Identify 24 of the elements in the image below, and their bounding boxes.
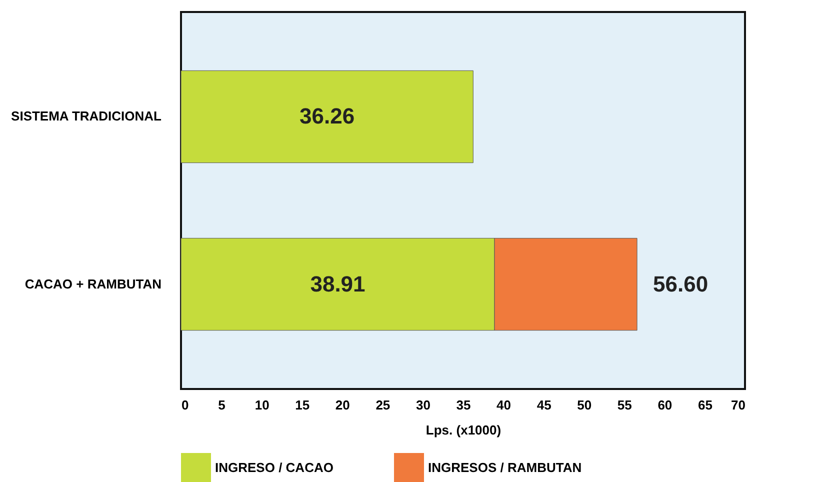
x-tick-label: 5 bbox=[218, 398, 226, 412]
x-tick-label: 55 bbox=[617, 398, 632, 412]
x-tick-label: 15 bbox=[295, 398, 310, 412]
x-tick-label: 40 bbox=[496, 398, 512, 412]
legend-label: INGRESOS / RAMBUTAN bbox=[428, 460, 582, 475]
data-label: 36.26 bbox=[300, 104, 355, 129]
x-tick-label: 60 bbox=[658, 398, 672, 412]
x-tick-label: 65 bbox=[698, 398, 712, 412]
x-tick-label: 10 bbox=[254, 398, 270, 412]
total-label: 56.60 bbox=[653, 271, 708, 296]
x-tick-label: 30 bbox=[416, 398, 430, 412]
x-tick-label: 0 bbox=[182, 398, 189, 412]
x-tick-label: 50 bbox=[577, 398, 592, 412]
x-tick-label: 25 bbox=[376, 398, 390, 412]
y-tick-label: CACAO + RAMBUTAN bbox=[24, 276, 162, 292]
data-label: 38.91 bbox=[310, 271, 366, 296]
legend-label: INGRESO / CACAO bbox=[215, 460, 334, 475]
x-tick-label: 45 bbox=[536, 398, 552, 412]
x-tick-label: 20 bbox=[335, 398, 350, 412]
x-tick-label: 35 bbox=[456, 398, 471, 412]
x-tick-label: 70 bbox=[731, 398, 746, 412]
bar bbox=[180, 70, 474, 164]
x-axis-title: Lps. (x1000) bbox=[426, 422, 502, 438]
y-tick-label: SISTEMA TRADICIONAL bbox=[11, 108, 162, 124]
